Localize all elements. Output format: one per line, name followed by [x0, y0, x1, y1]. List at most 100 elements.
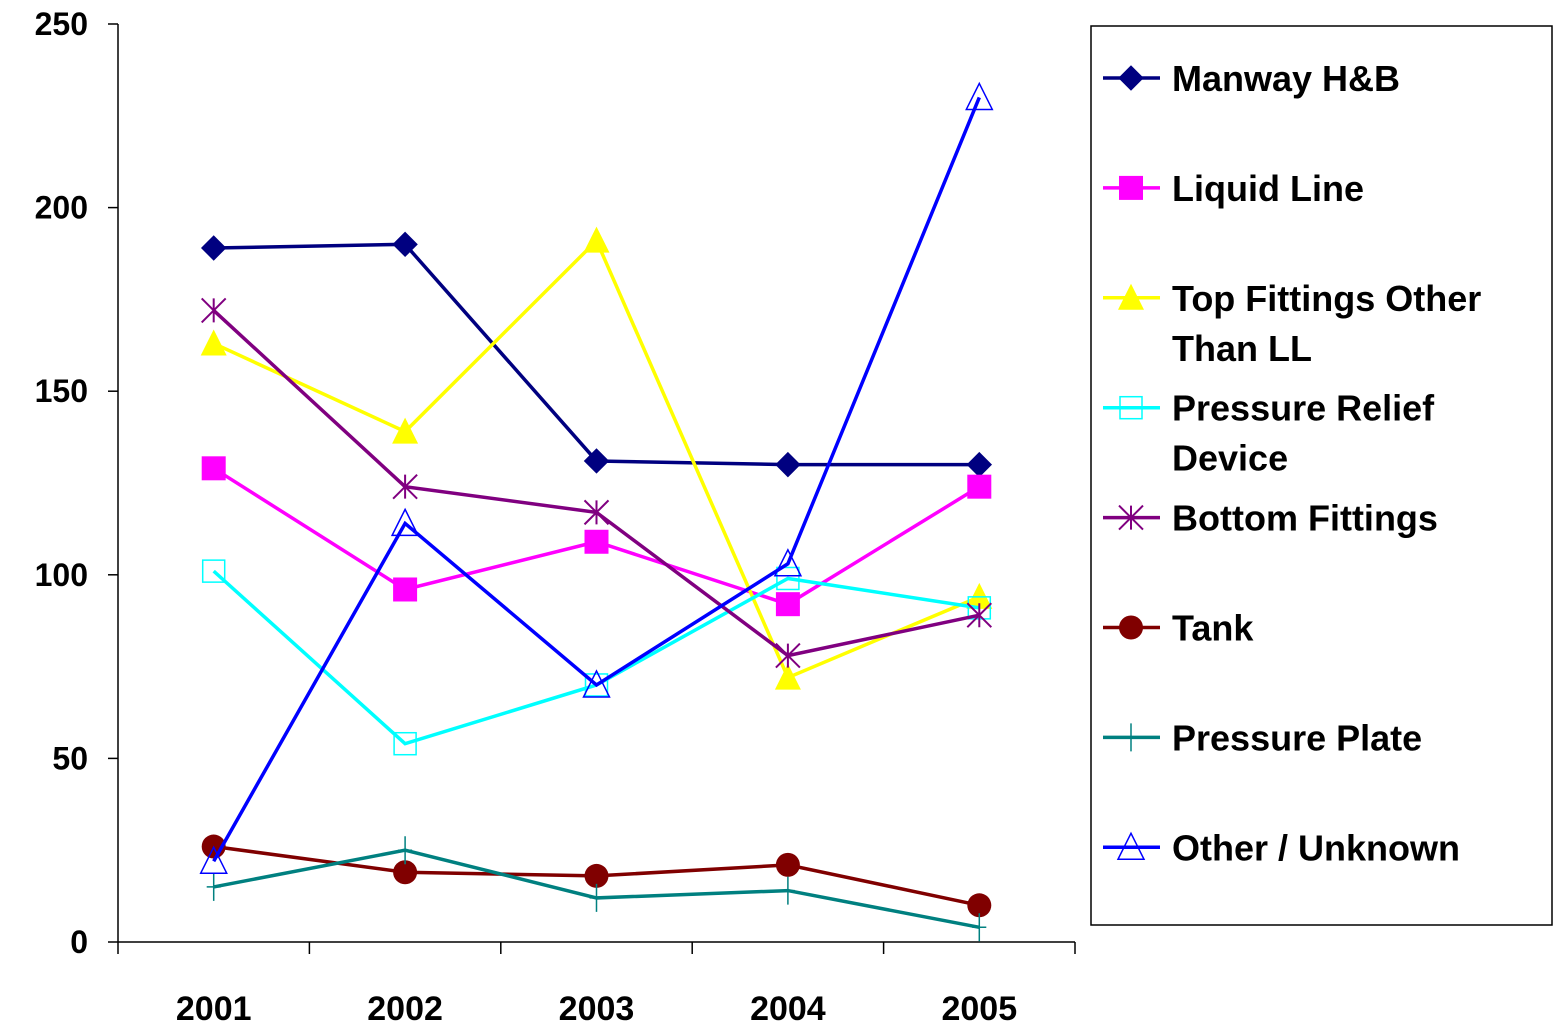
marker-part — [776, 566, 800, 591]
marker — [206, 872, 221, 901]
legend-label: Top Fittings Other Than LL — [1172, 278, 1481, 369]
legend-label: Pressure Relief Device — [1172, 388, 1435, 479]
marker-part — [775, 642, 801, 669]
marker — [1118, 504, 1144, 531]
legend-label: Manway H&B — [1172, 58, 1400, 99]
marker-part — [201, 456, 226, 481]
marker-part — [393, 860, 418, 885]
marker-part — [965, 81, 994, 111]
marker — [584, 863, 609, 888]
marker-part — [200, 329, 227, 356]
y-tick-label: 0 — [70, 924, 88, 960]
marker-part — [1119, 615, 1143, 640]
marker — [967, 474, 992, 499]
marker-part — [967, 474, 992, 499]
x-tick-label: 2004 — [750, 990, 826, 1028]
marker-part — [582, 669, 611, 698]
marker-part — [773, 548, 803, 577]
series-line — [212, 96, 981, 863]
marker-part — [774, 663, 801, 690]
marker — [583, 226, 610, 253]
marker-part — [392, 473, 418, 500]
marker-part — [584, 863, 609, 888]
marker-part — [200, 235, 227, 261]
y-tick-label: 50 — [52, 740, 88, 776]
marker — [967, 893, 992, 918]
marker-part — [1118, 283, 1144, 310]
marker — [1116, 831, 1146, 861]
marker-part — [775, 592, 800, 617]
marker-part — [1116, 831, 1146, 861]
marker — [966, 582, 993, 609]
marker-part — [589, 883, 604, 912]
marker — [972, 913, 987, 942]
marker — [390, 507, 420, 537]
marker — [201, 559, 226, 583]
marker-part — [583, 226, 610, 253]
legend-label: Pressure Plate — [1172, 717, 1422, 758]
marker — [201, 456, 226, 481]
marker — [774, 663, 801, 690]
marker-part — [1118, 65, 1144, 91]
marker — [583, 448, 610, 474]
marker-part — [392, 231, 418, 258]
marker-part — [972, 913, 987, 942]
marker — [589, 883, 604, 912]
marker — [392, 417, 419, 444]
marker — [966, 451, 993, 478]
marker-part — [398, 836, 413, 865]
marker — [1118, 283, 1144, 310]
marker — [393, 731, 417, 756]
marker-part — [583, 448, 610, 474]
series-line — [212, 309, 980, 658]
marker — [398, 836, 413, 865]
marker-part — [775, 852, 800, 877]
marker-part — [1124, 723, 1138, 752]
y-tick-label: 100 — [35, 557, 88, 593]
marker — [393, 860, 418, 885]
legend-box — [1090, 25, 1553, 926]
marker-part — [392, 417, 419, 444]
marker — [776, 566, 800, 591]
marker — [199, 845, 228, 874]
marker — [584, 529, 609, 554]
marker — [966, 602, 993, 628]
marker — [775, 592, 800, 617]
x-tick-label: 2003 — [559, 990, 635, 1028]
marker-part — [200, 297, 227, 324]
marker-part — [206, 872, 221, 901]
marker — [1119, 395, 1143, 420]
marker — [200, 329, 227, 356]
marker-part — [780, 876, 795, 905]
marker-part — [966, 582, 993, 609]
marker — [1119, 175, 1143, 200]
marker-part — [1119, 395, 1143, 420]
marker-part — [966, 451, 993, 478]
marker-part — [1119, 175, 1143, 200]
marker-part — [201, 559, 226, 583]
legend-label: Tank — [1172, 608, 1254, 649]
marker-part — [584, 529, 609, 554]
marker-part — [966, 602, 993, 628]
marker — [583, 499, 610, 526]
marker — [965, 81, 994, 111]
marker — [780, 876, 795, 905]
y-tick-label: 200 — [35, 190, 88, 226]
marker-part — [199, 845, 228, 874]
marker — [1118, 65, 1144, 91]
y-tick-label: 150 — [35, 373, 88, 409]
marker-part — [583, 499, 610, 526]
marker — [775, 451, 801, 478]
x-tick-label: 2002 — [367, 990, 443, 1028]
y-tick-label: 250 — [35, 6, 88, 42]
x-tick-label: 2005 — [941, 990, 1017, 1028]
legend-label: Other / Unknown — [1172, 827, 1460, 868]
marker-part — [1118, 504, 1144, 531]
marker — [584, 673, 609, 697]
marker-part — [775, 451, 801, 478]
marker — [1119, 615, 1143, 640]
series-line — [213, 242, 980, 467]
legend-label: Liquid Line — [1172, 168, 1364, 209]
marker-part — [393, 577, 418, 602]
